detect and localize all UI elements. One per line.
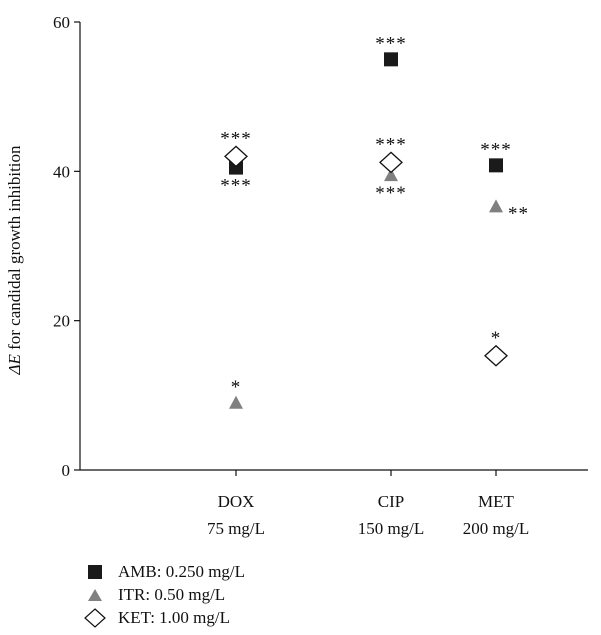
y-tick-label: 20 bbox=[53, 312, 70, 331]
category-label: DOX bbox=[218, 492, 255, 511]
data-point-triangle bbox=[384, 168, 398, 182]
legend-label-ket: KET: 1.00 mg/L bbox=[118, 607, 231, 627]
diamond-marker-icon bbox=[84, 607, 106, 628]
y-tick-label: 60 bbox=[53, 13, 70, 32]
significance-label: ** bbox=[508, 203, 529, 224]
legend-item-ket: KET: 1.00 mg/L bbox=[84, 606, 245, 629]
category-labels: DOX 75 mg/L CIP 150 mg/L MET 200 mg/L bbox=[207, 492, 529, 538]
y-axis-label-symbol: ΔE bbox=[5, 354, 24, 376]
legend-item-amb: AMB: 0.250 mg/L bbox=[84, 560, 245, 583]
category-label: CIP bbox=[378, 492, 404, 511]
triangle-marker-icon bbox=[88, 588, 102, 601]
significance-label: * bbox=[491, 328, 502, 349]
legend-item-itr: ITR: 0.50 mg/L bbox=[84, 583, 245, 606]
legend-label-amb: AMB: 0.250 mg/L bbox=[118, 561, 246, 581]
y-axis-label: ΔE for candidal growth inhibition bbox=[5, 145, 24, 376]
significance-label: *** bbox=[375, 183, 407, 204]
axes bbox=[79, 22, 588, 471]
category-dose-label: 200 mg/L bbox=[463, 519, 530, 538]
significance-label: *** bbox=[375, 33, 407, 54]
category-label: MET bbox=[478, 492, 515, 511]
data-point-square bbox=[489, 158, 503, 173]
data-point-square bbox=[384, 52, 398, 67]
category-dose-label: 75 mg/L bbox=[207, 519, 265, 538]
data-point-diamond bbox=[224, 145, 248, 168]
ticks: 0 20 40 60 bbox=[53, 13, 497, 480]
significance-label: *** bbox=[480, 139, 512, 160]
data-point-triangle bbox=[489, 199, 503, 213]
data-marks: ****************** **** bbox=[220, 33, 529, 409]
y-axis-label-text: for candidal growth inhibition bbox=[5, 145, 24, 354]
y-tick-label: 0 bbox=[62, 461, 71, 480]
chart-svg: 0 20 40 60 DOX 75 mg/L CIP 150 mg/L MET 200 mg/L… bbox=[5, 13, 588, 538]
significance-label: *** bbox=[220, 176, 252, 197]
data-point-square bbox=[229, 160, 243, 175]
y-tick-label: 40 bbox=[53, 162, 70, 181]
square-marker-icon bbox=[88, 564, 102, 579]
significance-label: *** bbox=[220, 128, 252, 149]
data-point-diamond bbox=[379, 151, 403, 174]
data-point-triangle bbox=[229, 395, 243, 409]
legend-label-itr: ITR: 0.50 mg/L bbox=[118, 584, 226, 604]
data-point-diamond bbox=[484, 344, 508, 367]
significance-label: *** bbox=[375, 134, 407, 155]
legend: AMB: 0.250 mg/L ITR: 0.50 mg/L KET: 1.00… bbox=[84, 560, 245, 629]
category-dose-label: 150 mg/L bbox=[358, 519, 425, 538]
significance-label: * bbox=[231, 377, 242, 398]
